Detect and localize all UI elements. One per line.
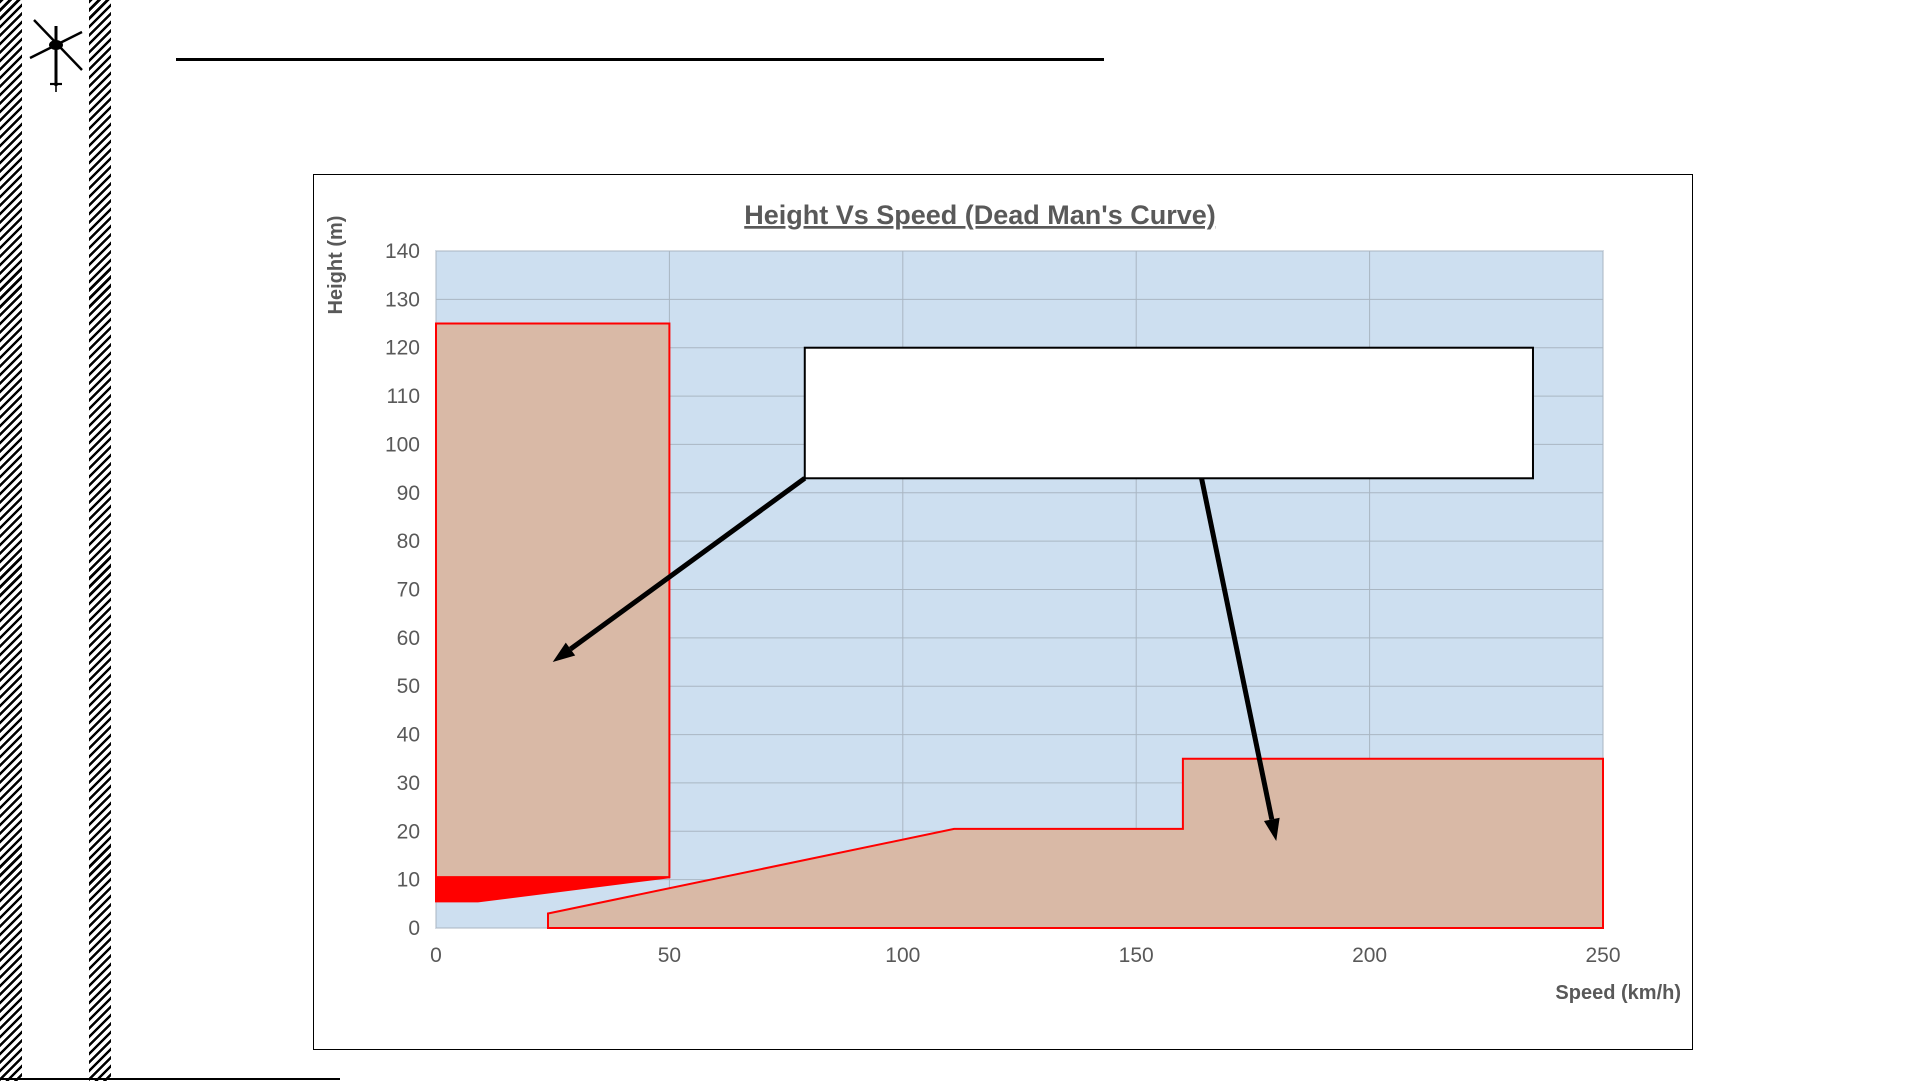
- callout-arrow-head-2: [1263, 817, 1280, 841]
- y-tick-label-20: 20: [397, 820, 420, 843]
- dead-mans-curve-chart: 0 10 20 30 40 50 60 70 80 90 100 110 120 130 140 0 50 100…: [325, 200, 1681, 1004]
- y-tick-label-70: 70: [397, 579, 420, 602]
- chart-frame: 0 10 20 30 40 50 60 70 80 90 100 110 120 130 140 0 50 100…: [313, 174, 1693, 1050]
- callout-box: [803, 346, 1534, 480]
- y-tick-label-30: 30: [397, 772, 420, 795]
- callout-arrow-shaft-1: [569, 476, 807, 652]
- callout-arrow-1: [552, 476, 807, 663]
- y-tick-label-40: 40: [397, 724, 420, 747]
- y-tick-label-60: 60: [397, 627, 420, 650]
- y-tick-label-110: 110: [387, 385, 420, 408]
- y-tick-label-140: 140: [385, 240, 420, 263]
- avoid-area-region-2: [547, 757, 1604, 929]
- y-axis-title: Height (m): [325, 216, 347, 315]
- y-tick-label-10: 10: [397, 869, 420, 892]
- left-hatched-border: [0, 0, 22, 1081]
- x-axis-title: Speed (km/h): [1555, 982, 1681, 1004]
- title-underline-rule: [176, 58, 1104, 61]
- right-hatched-border: [89, 0, 111, 1081]
- x-tick-label-250: 250: [1585, 944, 1620, 967]
- x-tick-label-50: 50: [658, 944, 681, 967]
- y-tick-label-80: 80: [397, 530, 420, 553]
- bottom-rule: [0, 1078, 340, 1080]
- x-tick-label-150: 150: [1119, 944, 1154, 967]
- y-tick-label-0: 0: [408, 917, 420, 940]
- x-tick-label-0: 0: [430, 944, 442, 967]
- x-tick-label-200: 200: [1352, 944, 1387, 967]
- y-tick-label-130: 130: [385, 288, 420, 311]
- callout-arrow-head-1: [552, 642, 576, 663]
- y-tick-label-100: 100: [385, 433, 420, 456]
- x-tick-label-100: 100: [885, 944, 920, 967]
- red-band-region-3: [435, 876, 670, 903]
- callout-arrow-2: [1199, 477, 1280, 841]
- y-tick-label-120: 120: [385, 337, 420, 360]
- chart-title: Height Vs Speed (Dead Man's Curve): [744, 200, 1216, 230]
- y-tick-label-50: 50: [397, 675, 420, 698]
- callout-arrow-shaft-2: [1199, 477, 1275, 820]
- helicopter-icon: [29, 19, 83, 92]
- y-tick-label-90: 90: [397, 482, 420, 505]
